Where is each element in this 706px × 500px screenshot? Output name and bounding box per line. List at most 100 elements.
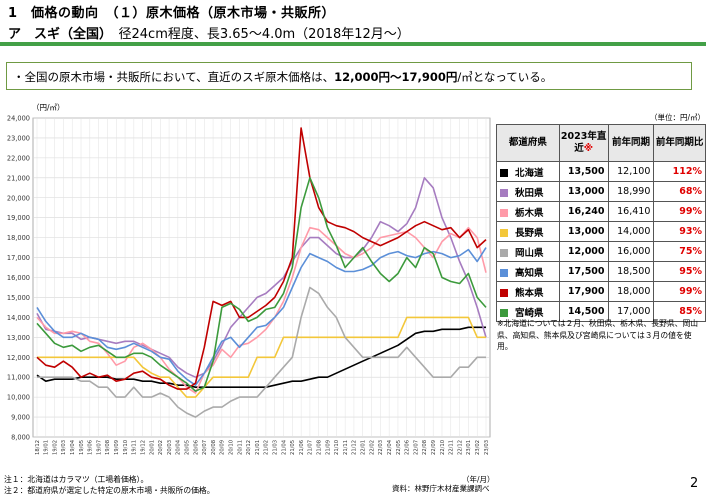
y-tick-label: 21,000: [7, 174, 30, 182]
cell-recent: 13,000: [558, 221, 609, 242]
table-row: 秋田県 13,000 18,990 68%: [496, 181, 706, 202]
cell-yoy: 95%: [653, 261, 706, 282]
x-tick-label: 19/11: [132, 440, 138, 455]
y-tick-label: 9,000: [11, 414, 30, 422]
cell-recent: 17,900: [558, 281, 609, 302]
cell-prefecture: 高知県: [496, 261, 560, 282]
header-prev-year: 前年同期: [607, 124, 655, 162]
cell-prefecture: 岡山県: [496, 241, 560, 262]
page-number: 2: [690, 476, 699, 491]
cell-recent: 14,500: [558, 301, 609, 322]
x-tick-label: 21/02: [264, 440, 270, 455]
y-tick-label: 20,000: [7, 194, 30, 202]
table-row: 栃木県 16,240 16,410 99%: [496, 201, 706, 222]
section-heading: 1 価格の動向 （１）原木価格（原木市場・共販所）: [8, 6, 336, 21]
y-tick-label: 12,000: [7, 354, 30, 362]
x-tick-label: 23/03: [484, 440, 490, 455]
prefecture-name: 北海道: [515, 167, 544, 179]
x-tick-label: 20/07: [202, 440, 208, 455]
price-table: 都道府県 2023年直近※ 前年同期 前年同期比 北海道 13,500 12,100…: [496, 124, 706, 322]
x-tick-label: 20/02: [158, 440, 164, 455]
legend-swatch: [500, 308, 508, 317]
summary-bullet: ・: [13, 70, 25, 84]
x-tick-label: 19/08: [105, 440, 111, 455]
prefecture-name: 岡山県: [515, 247, 544, 259]
cell-prev-year: 18,500: [607, 261, 655, 282]
y-axis-unit-label: （円/㎥）: [32, 103, 65, 112]
x-tick-label: 21/01: [255, 440, 261, 455]
x-tick-label: 21/04: [281, 439, 287, 455]
x-tick-label: 20/04: [176, 439, 182, 455]
note-2: 注２：都道府県が選定した特定の原木市場・共販所の価格。: [4, 486, 215, 495]
x-tick-label: 19/06: [88, 440, 94, 455]
y-tick-label: 22,000: [7, 154, 30, 162]
series-line-秋田県: [36, 177, 487, 379]
x-tick-label: 23/02: [475, 440, 481, 455]
summary-box: ・全国の原木市場・共販所において、直近のスギ原木価格は、12,000円～17,9…: [6, 62, 692, 90]
y-tick-label: 23,000: [7, 134, 30, 142]
cell-yoy: 99%: [653, 281, 706, 302]
cell-yoy: 93%: [653, 221, 706, 242]
series-line-長野県: [37, 316, 486, 398]
x-tick-label: 20/08: [211, 440, 217, 455]
legend-swatch: [500, 288, 508, 297]
cell-yoy: 85%: [653, 301, 706, 322]
header-recent-label: 2023年直近: [560, 131, 607, 154]
x-tick-label: 19/01: [44, 440, 50, 455]
x-tick-label: 21/09: [325, 440, 331, 455]
cell-prefecture: 北海道: [496, 161, 560, 182]
x-tick-label: 22/09: [431, 440, 437, 455]
note-1: 注１：北海道はカラマツ（工場着価格）。: [4, 475, 149, 484]
legend-swatch: [500, 168, 508, 177]
cell-prev-year: 16,000: [607, 241, 655, 262]
x-tick-label: 22/07: [413, 440, 419, 455]
x-tick-label: 21/12: [352, 440, 358, 455]
cell-prefecture: 長野県: [496, 221, 560, 242]
series-line-栃木県: [36, 226, 487, 394]
x-tick-label: 21/07: [308, 440, 314, 455]
x-tick-label: 22/08: [422, 440, 428, 455]
x-tick-label: 20/01: [149, 440, 155, 455]
x-tick-label: 21/11: [343, 440, 349, 455]
summary-price-range: 12,000円～17,900円: [334, 70, 458, 84]
x-tick-label: 21/08: [317, 440, 323, 455]
table-row: 岡山県 12,000 16,000 75%: [496, 241, 706, 262]
subsection-title: ア スギ（全国）: [8, 27, 106, 42]
cell-recent: 17,500: [558, 261, 609, 282]
prefecture-name: 長野県: [515, 227, 544, 239]
y-tick-label: 13,000: [7, 334, 30, 342]
table-row: 熊本県 17,900 18,000 99%: [496, 281, 706, 302]
legend-swatch: [500, 208, 508, 217]
legend-swatch: [500, 248, 508, 257]
legend-swatch: [500, 188, 508, 197]
cell-prev-year: 17,000: [607, 301, 655, 322]
cell-prev-year: 18,990: [607, 181, 655, 202]
table-footnote: ※北海道については２月、秋田県、栃木県、長野県、岡山県、高知県、熊本県及び宮崎県…: [497, 319, 699, 351]
y-tick-label: 19,000: [7, 214, 30, 222]
table-header-row: 都道府県 2023年直近※ 前年同期 前年同期比: [496, 124, 706, 162]
x-tick-label: 19/09: [114, 440, 120, 455]
y-tick-label: 24,000: [7, 115, 30, 123]
x-tick-label: 20/11: [237, 440, 243, 455]
prefecture-name: 宮崎県: [515, 307, 544, 319]
header-recent: 2023年直近※: [558, 124, 609, 162]
subsection-spec: 径24cm程度、長3.65～4.0m（2018年12月～）: [105, 27, 410, 42]
prefecture-name: 栃木県: [515, 207, 544, 219]
x-tick-label: 22/03: [378, 440, 384, 455]
summary-text-post: /㎥となっている。: [457, 70, 553, 84]
prefecture-name: 秋田県: [515, 187, 544, 199]
cell-prefecture: 栃木県: [496, 201, 560, 222]
series-line-熊本県: [36, 127, 487, 390]
cell-prev-year: 16,410: [607, 201, 655, 222]
cell-prefecture: 秋田県: [496, 181, 560, 202]
series-line-宮崎県: [36, 177, 487, 392]
y-tick-label: 11,000: [7, 374, 30, 382]
cell-recent: 13,000: [558, 181, 609, 202]
x-tick-label: 22/12: [457, 440, 463, 455]
x-tick-label: 20/05: [184, 440, 190, 455]
prefecture-name: 高知県: [515, 267, 544, 279]
cell-yoy: 112%: [653, 161, 706, 182]
x-axis-unit-label: （年/月）: [462, 475, 495, 484]
x-tick-label: 23/01: [466, 440, 472, 455]
legend-swatch: [500, 268, 508, 277]
